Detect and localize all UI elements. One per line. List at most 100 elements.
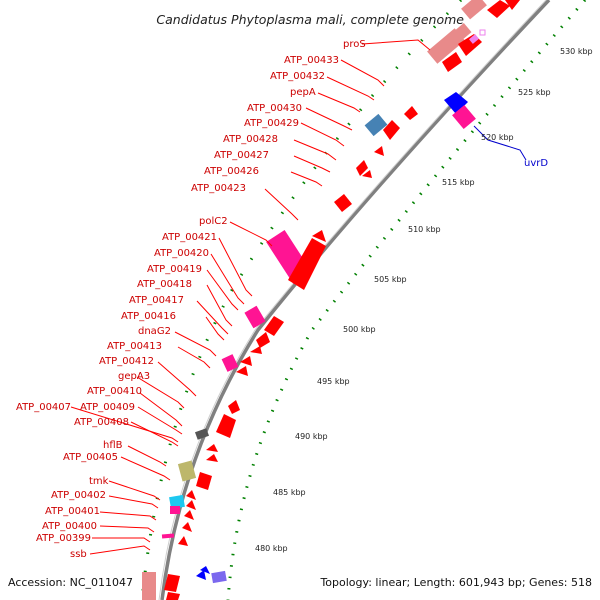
gene-feature-rna [170, 506, 180, 514]
gene-feature-rna [221, 354, 239, 372]
kbp-label: 495 kbp [317, 377, 350, 386]
gene-label: ATP_00419 [147, 264, 202, 275]
gene-feature-cds [164, 574, 180, 592]
gene-feature-misc [479, 29, 486, 36]
gene-label: ATP_00412 [99, 356, 154, 367]
gene-feature-cds [250, 346, 262, 354]
gene-feature-cds [487, 0, 510, 18]
gene-label: pepA [290, 87, 316, 98]
gene-feature-cds [374, 146, 384, 156]
gene-label: ATP_00428 [223, 134, 278, 145]
gene-feature-misc [211, 570, 227, 584]
gene-label: ATP_00433 [284, 55, 339, 66]
gene-feature-cds [182, 522, 192, 532]
gene-feature-rna [448, 22, 472, 46]
kbp-label: 525 kbp [518, 88, 551, 97]
gene-label: ssb [70, 549, 87, 560]
gene-feature-cds [186, 500, 196, 510]
gene-feature-cds [196, 472, 212, 490]
gene-feature-misc [161, 533, 175, 539]
genome-summary-text: Topology: linear; Length: 601,943 bp; Ge… [319, 576, 592, 589]
kbp-label: 530 kbp [560, 47, 593, 56]
gene-feature-cds [442, 52, 462, 72]
gene-labels: proS ATP_00433 ATP_00432 pepA ATP_00430 … [16, 39, 548, 560]
gene-feature-cds [216, 414, 236, 438]
gene-label: ATP_00407 [16, 402, 71, 413]
gene-label: ATP_00423 [191, 183, 246, 194]
gene-label: ATP_00427 [214, 150, 269, 161]
map-title: Candidatus Phytoplasma mali, complete ge… [156, 12, 464, 27]
gene-feature-cds [178, 536, 188, 546]
gene-label: ATP_00410 [87, 386, 142, 397]
uvrD-leader-line [473, 125, 527, 161]
gene-feature-cds [288, 238, 326, 290]
gene-label: ATP_00426 [204, 166, 259, 177]
kbp-label: 515 kbp [442, 178, 475, 187]
gene-label: dnaG2 [138, 326, 171, 337]
kbp-label: 505 kbp [374, 275, 407, 284]
gene-label: hflB [103, 440, 123, 451]
gene-label: ATP_00429 [244, 118, 299, 129]
outer-tick-ring [140, 0, 463, 600]
gene-feature-misc [469, 34, 479, 44]
gene-feature-cds [312, 230, 326, 242]
gene-feature-cds [362, 170, 372, 178]
gene-label: ATP_00409 [80, 402, 135, 413]
gene-label: ATP_00416 [121, 311, 176, 322]
gene-feature-cds [356, 160, 368, 176]
gene-feature-rna [244, 305, 266, 329]
kbp-label: 500 kbp [343, 325, 376, 334]
gene-label: ATP_00400 [42, 521, 97, 532]
gene-label: tmk [89, 476, 109, 487]
gene-feature-cds [166, 592, 180, 600]
label-leader-lines [70, 39, 431, 555]
kbp-label: 510 kbp [408, 225, 441, 234]
gene-label: ATP_00417 [129, 295, 184, 306]
gene-feature-rna [142, 572, 156, 600]
gene-label: ATP_00413 [107, 341, 162, 352]
gene-feature-cds [240, 356, 252, 366]
kbp-label: 485 kbp [273, 488, 306, 497]
gene-features [142, 0, 520, 600]
gene-feature-cds [228, 400, 240, 414]
gene-label: ATP_00421 [162, 232, 217, 243]
gene-feature-cds [404, 106, 418, 120]
gene-label: gepA3 [118, 371, 150, 382]
gene-feature-hflB [177, 460, 197, 482]
gene-feature-cds [256, 332, 270, 348]
kbp-label: 480 kbp [255, 544, 288, 553]
gene-feature-cds [236, 366, 248, 376]
gene-label: ATP_00432 [270, 71, 325, 82]
gene-feature-cds [334, 194, 352, 212]
gene-feature-cds [184, 510, 194, 520]
gene-label: polC2 [199, 216, 228, 227]
gene-label: ATP_00399 [36, 533, 91, 544]
gene-feature-uvrD [444, 92, 468, 114]
accession-text: Accession: NC_011047 [8, 576, 133, 589]
gene-feature-cds [383, 120, 400, 140]
gene-feature-rna [452, 104, 476, 130]
gene-label: ATP_00418 [137, 279, 192, 290]
gene-feature-pepA [364, 113, 388, 137]
gene-feature-cds [200, 566, 210, 574]
gene-feature-tmk [169, 494, 185, 510]
gene-label: ATP_00402 [51, 490, 106, 501]
gene-label: ATP_00420 [154, 248, 209, 259]
kbp-label: 520 kbp [481, 133, 514, 142]
gene-label: uvrD [524, 158, 548, 169]
gene-feature-cds [206, 444, 218, 452]
gene-feature-cds [264, 316, 284, 336]
gene-feature-cds [206, 454, 218, 462]
gene-feature-cds [196, 570, 206, 580]
gene-label: proS [343, 39, 366, 50]
kbp-label: 490 kbp [295, 432, 328, 441]
gene-label: ATP_00430 [247, 103, 302, 114]
gene-feature-rna [461, 0, 487, 20]
kbp-scale-labels: 530 kbp 525 kbp 520 kbp 515 kbp 510 kbp … [255, 47, 593, 553]
gene-feature-cds [186, 490, 196, 500]
gene-label: ATP_00408 [74, 417, 129, 428]
gene-label: ATP_00405 [63, 452, 118, 463]
genome-backbone-highlight [158, 0, 547, 600]
gene-feature-cds [505, 0, 520, 10]
